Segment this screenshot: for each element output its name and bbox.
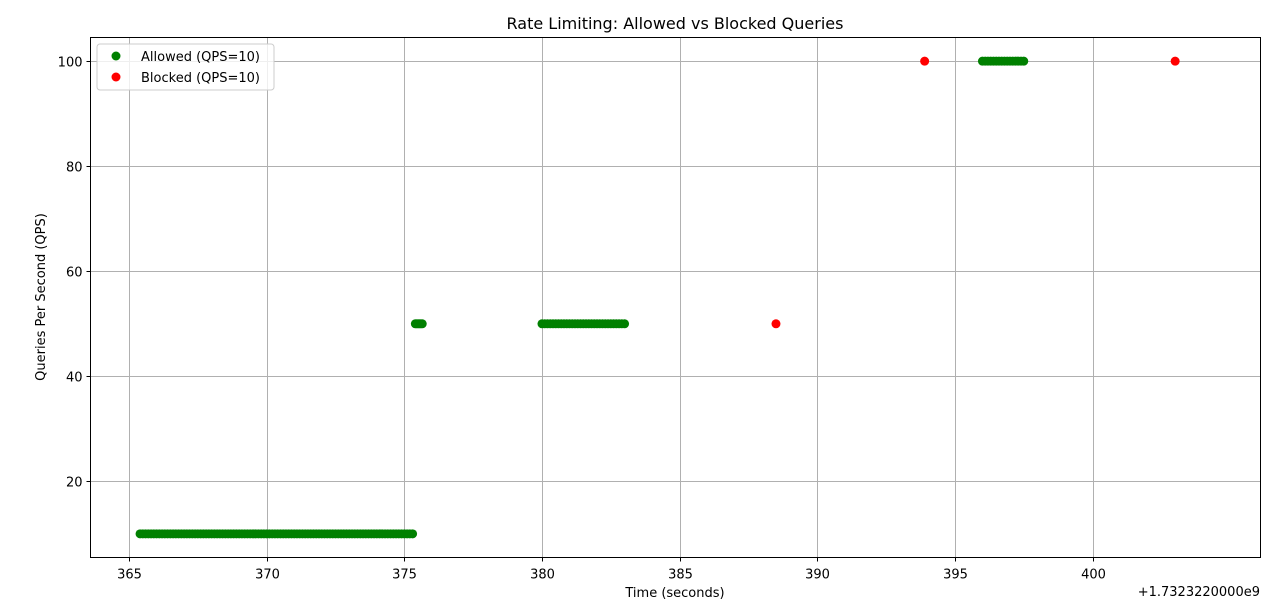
legend-box <box>96 43 275 91</box>
x-tick-label: 385 <box>668 568 693 583</box>
x-axis-offset-label: +1.7323220000e9 <box>1138 585 1260 600</box>
x-tick-label: 400 <box>1081 568 1106 583</box>
data-points <box>135 56 1180 539</box>
grid <box>90 37 1261 558</box>
legend: Allowed (QPS=10) Blocked (QPS=10) <box>96 43 275 91</box>
x-tick-label: 390 <box>805 568 830 583</box>
x-tick-label: 365 <box>117 568 142 583</box>
legend-label-blocked: Blocked (QPS=10) <box>141 71 260 86</box>
y-axis-label: Queries Per Second (QPS) <box>34 213 49 381</box>
y-tick-label: 100 <box>58 56 83 71</box>
axis-ticks: 365 370 375 380 385 390 395 400 20 40 60 80 100 <box>58 56 1106 583</box>
legend-marker-blocked <box>111 72 121 82</box>
y-tick-label: 20 <box>66 476 83 491</box>
x-tick-label: 370 <box>255 568 280 583</box>
x-tick-label: 380 <box>530 568 555 583</box>
data-point <box>1170 56 1180 66</box>
chart-title: Rate Limiting: Allowed vs Blocked Querie… <box>507 14 844 33</box>
legend-marker-allowed <box>111 51 121 61</box>
y-tick-label: 80 <box>66 161 83 176</box>
data-point <box>1019 56 1029 66</box>
data-point <box>771 319 781 329</box>
data-point <box>620 319 630 329</box>
series-blocked <box>771 56 1180 329</box>
series-allowed <box>135 56 1029 539</box>
x-tick-label: 395 <box>943 568 968 583</box>
y-tick-label: 60 <box>66 266 83 281</box>
data-point <box>920 56 930 66</box>
plot-frame <box>90 37 1261 558</box>
data-point <box>408 529 418 539</box>
data-point <box>417 319 427 329</box>
legend-label-allowed: Allowed (QPS=10) <box>141 50 260 65</box>
x-tick-label: 375 <box>392 568 417 583</box>
x-axis-label: Time (seconds) <box>624 586 724 601</box>
y-tick-label: 40 <box>66 371 83 386</box>
